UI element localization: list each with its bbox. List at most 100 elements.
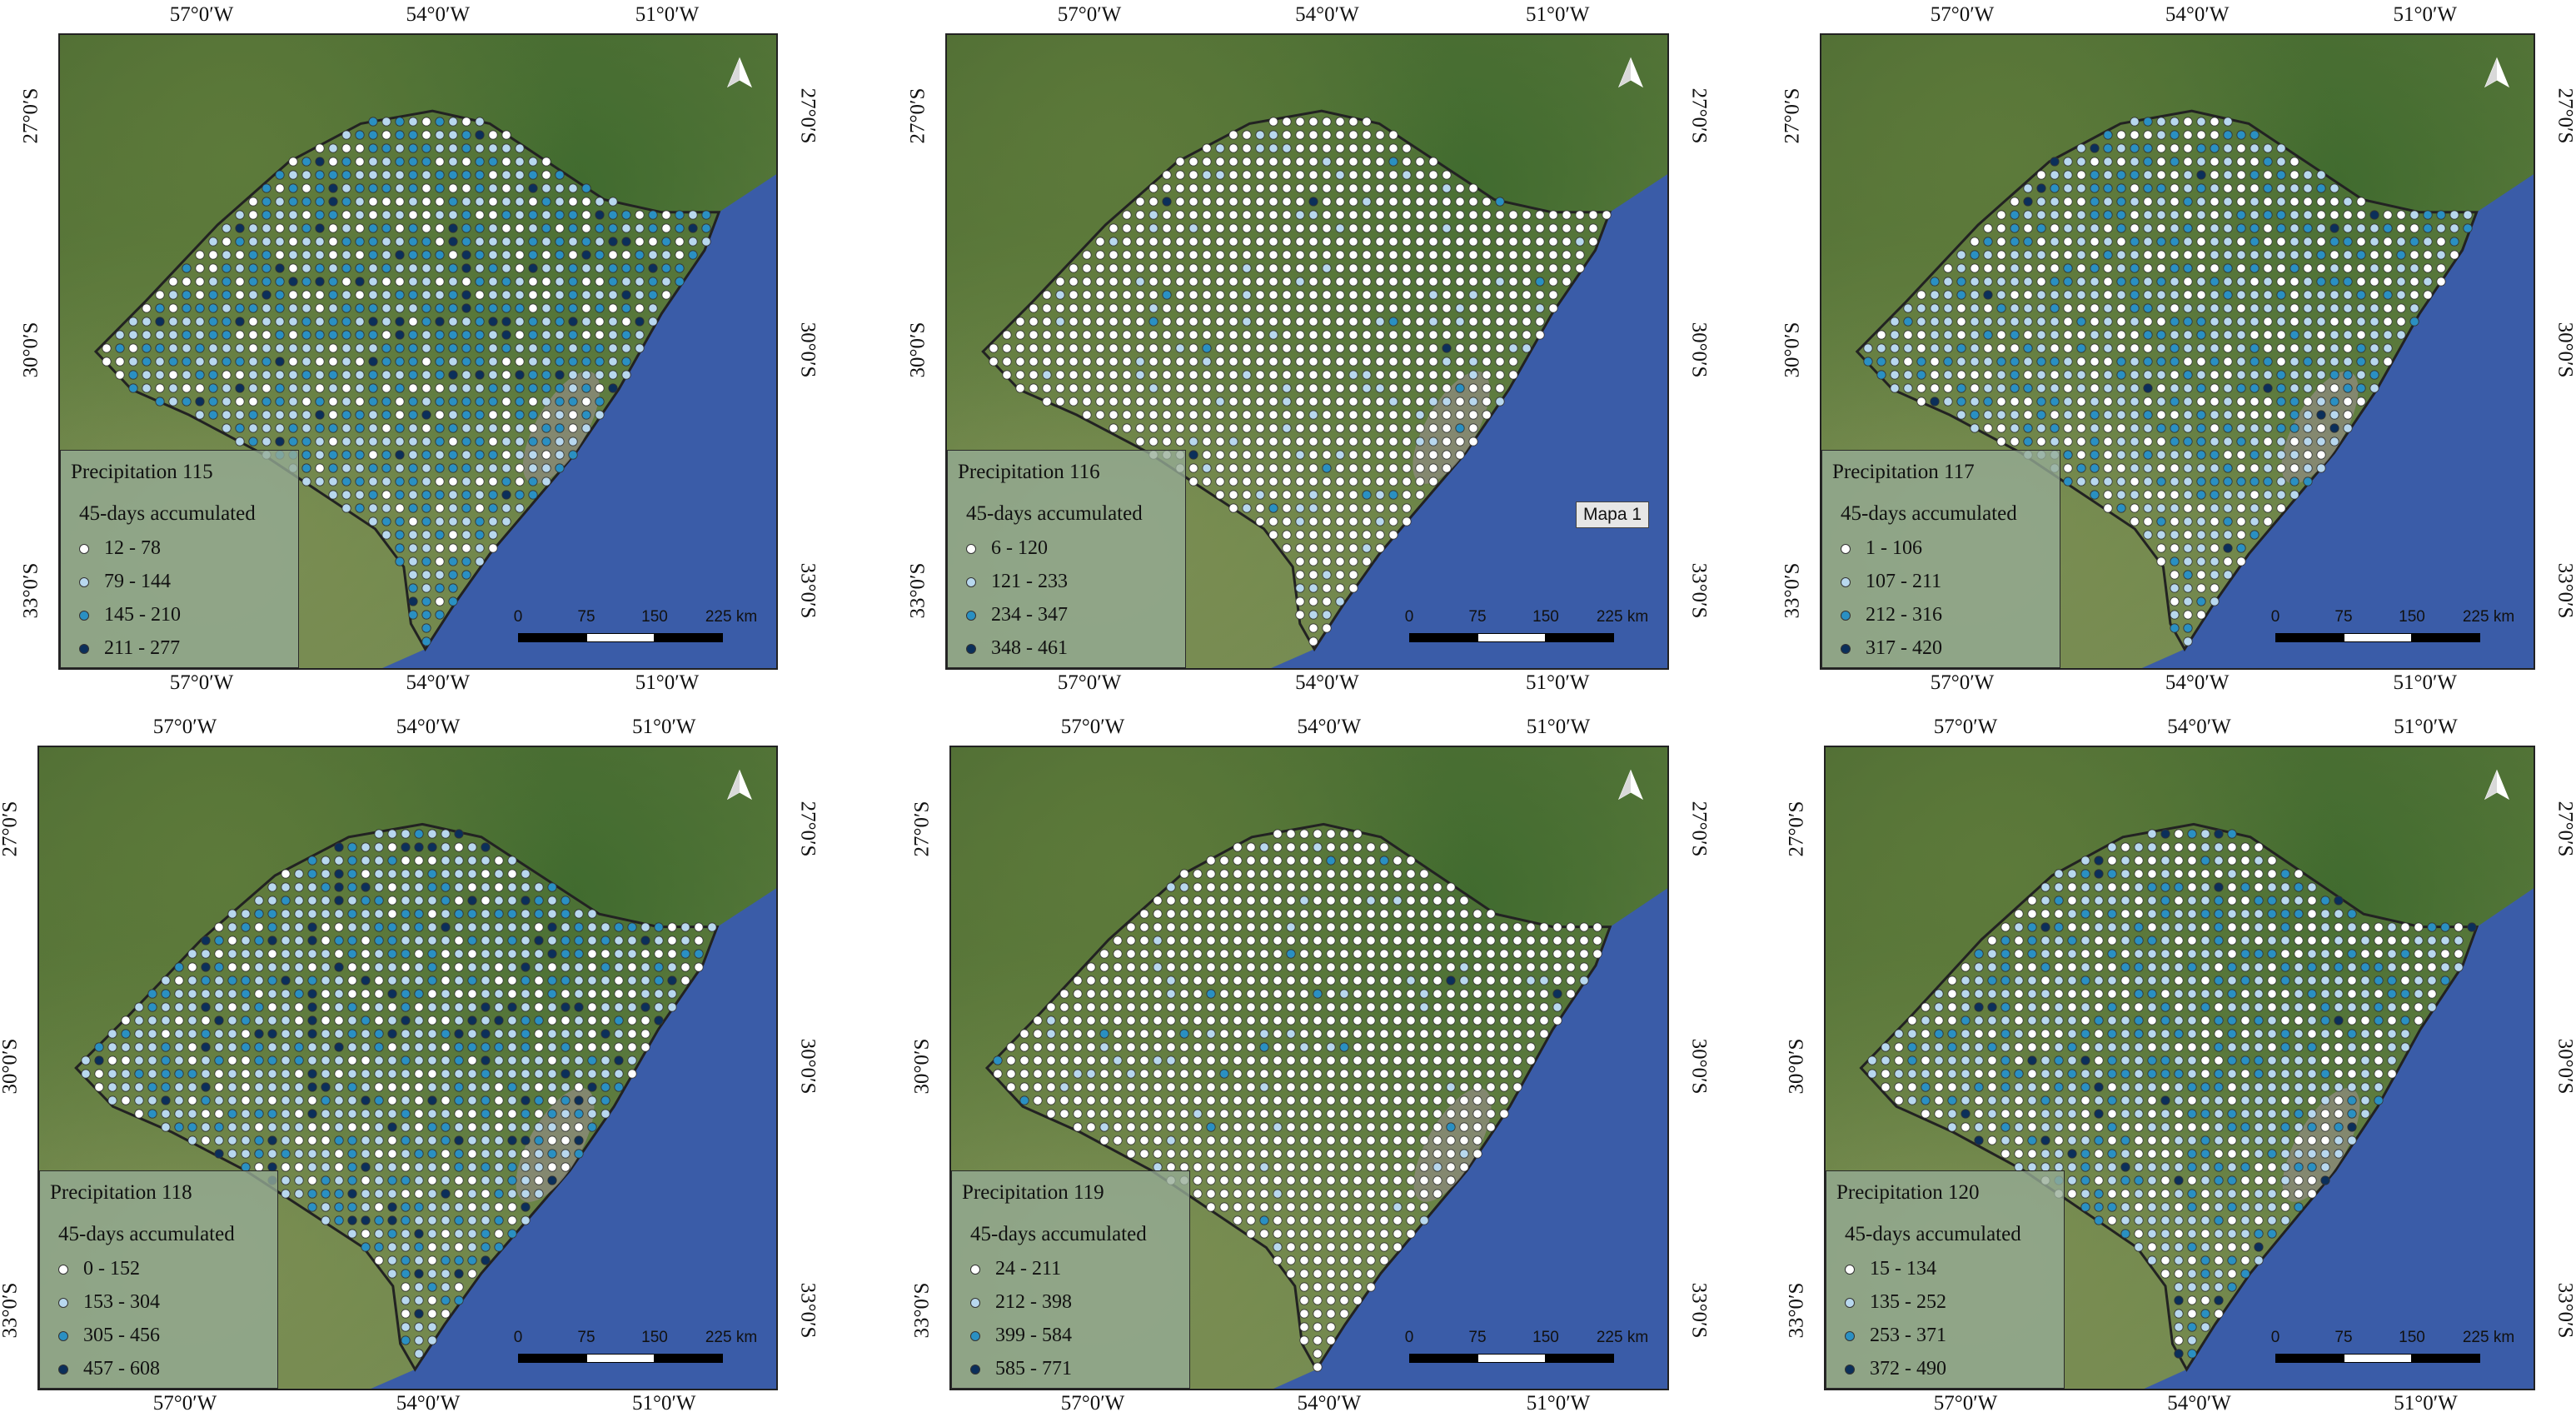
station-point (2263, 450, 2273, 460)
station-point (1522, 250, 1532, 260)
station-point (2183, 476, 2193, 486)
station-point (301, 157, 311, 167)
station-point (248, 223, 258, 233)
station-point (408, 596, 418, 606)
station-point (1046, 1042, 1056, 1052)
station-point (555, 343, 565, 353)
station-point (1353, 989, 1363, 999)
station-point (1162, 383, 1172, 393)
station-point (1073, 1095, 1083, 1105)
station-point (1970, 290, 1980, 300)
station-point (374, 1055, 384, 1065)
station-point (1335, 490, 1345, 500)
station-point (2103, 383, 2113, 393)
station-point (421, 556, 431, 566)
station-point (1362, 197, 1372, 207)
station-point (1388, 476, 1398, 486)
station-point (368, 463, 378, 473)
station-point (1326, 1295, 1336, 1305)
station-point (281, 949, 291, 959)
station-point (2023, 210, 2033, 220)
station-point (2183, 317, 2193, 327)
station-point (2236, 223, 2246, 233)
station-point (2383, 210, 2393, 220)
station-point (368, 277, 378, 287)
station-point (2036, 183, 2046, 193)
station-point (448, 516, 458, 526)
station-point (475, 210, 485, 220)
station-point (208, 343, 218, 353)
legend-item-label: 234 - 347 (991, 604, 1068, 626)
station-point (355, 423, 365, 433)
station-point (1219, 1042, 1229, 1052)
station-point (2076, 450, 2086, 460)
station-point (635, 343, 645, 353)
station-point (1299, 882, 1309, 892)
station-point (1233, 1175, 1243, 1185)
station-point (1175, 197, 1185, 207)
station-point (1122, 423, 1132, 433)
station-point (301, 303, 311, 313)
station-point (1522, 317, 1532, 327)
station-point (1406, 1149, 1416, 1159)
station-point (1508, 263, 1518, 273)
station-point (2183, 117, 2193, 127)
station-point (374, 856, 384, 866)
station-point (281, 962, 291, 972)
station-point (1353, 1122, 1363, 1132)
station-point (1406, 1029, 1416, 1039)
station-point (1299, 1082, 1309, 1092)
longitude-label-bottom: 54°0′W (2167, 1392, 2231, 1415)
station-point (355, 476, 365, 486)
station-point (1059, 989, 1069, 999)
station-point (528, 397, 538, 407)
station-point (1322, 423, 1332, 433)
station-point (427, 1095, 437, 1105)
station-point (401, 1215, 411, 1225)
legend-swatch (966, 610, 976, 621)
station-point (1406, 869, 1416, 879)
station-point (427, 975, 437, 985)
station-point (155, 397, 165, 407)
station-point (1388, 410, 1398, 420)
station-point (1508, 303, 1518, 313)
station-point (1482, 330, 1492, 340)
station-point (568, 357, 578, 367)
station-point (201, 962, 211, 972)
station-point (507, 922, 517, 932)
station-point (1876, 343, 1886, 353)
station-point (2343, 370, 2353, 380)
station-point (1029, 330, 1039, 340)
station-point (1326, 1309, 1336, 1319)
station-point (227, 1069, 237, 1079)
station-point (2130, 383, 2140, 393)
station-point (675, 263, 685, 273)
station-point (1522, 237, 1532, 247)
station-point (2116, 463, 2126, 473)
station-point (1432, 975, 1442, 985)
station-point (1122, 303, 1132, 313)
station-point (1179, 1015, 1189, 1025)
station-point (2036, 303, 2046, 313)
station-point (1228, 357, 1238, 367)
station-point (2236, 210, 2246, 220)
station-point (2236, 237, 2246, 247)
map-panel: 57°0′W 57°0′W 54°0′W 54°0′W 51°0′W 51°0′W 27°0… (1745, 712, 2576, 1427)
station-point (1415, 370, 1425, 380)
station-point (1313, 909, 1323, 919)
station-point (595, 317, 605, 327)
station-point (1233, 1109, 1243, 1119)
station-point (1522, 303, 1532, 313)
station-point (1415, 157, 1425, 167)
station-point (1095, 277, 1105, 287)
station-point (568, 383, 578, 393)
station-point (115, 330, 125, 340)
station-point (2356, 210, 2366, 220)
station-point (262, 423, 272, 433)
station-point (2210, 237, 2220, 247)
station-point (1228, 330, 1238, 340)
station-point (294, 989, 304, 999)
station-point (374, 1042, 384, 1052)
station-point (2210, 476, 2220, 486)
station-point (214, 1095, 224, 1105)
